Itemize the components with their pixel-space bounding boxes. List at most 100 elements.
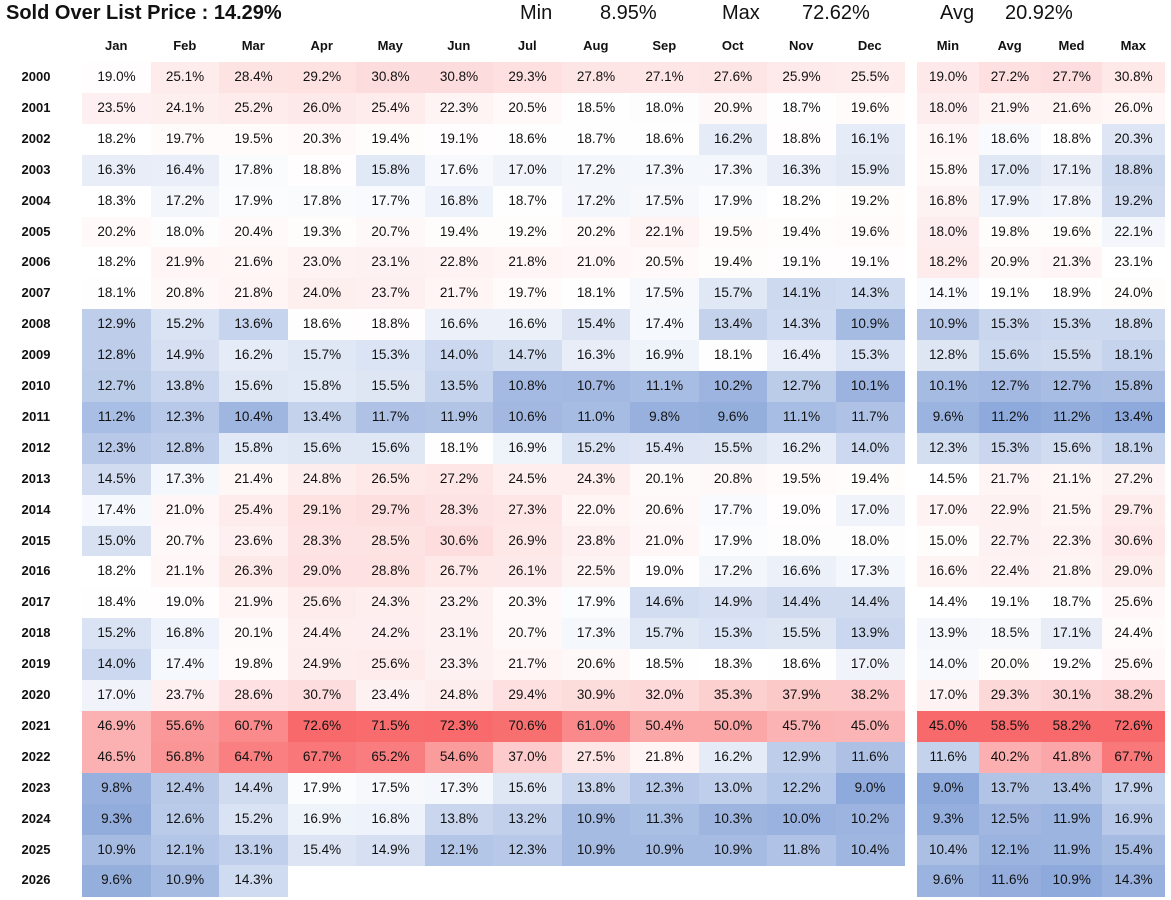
summary-cell: 25.6%: [1102, 649, 1165, 681]
heatmap-cell: 14.7%: [493, 340, 562, 372]
heatmap-cell: 12.9%: [82, 309, 151, 341]
heatmap-cell: 18.0%: [630, 92, 699, 125]
heatmap-cell: 20.5%: [493, 92, 562, 125]
heatmap-cell: 17.4%: [150, 649, 220, 681]
heatmap-cell: 20.8%: [698, 463, 768, 496]
summary-cell: 15.4%: [1102, 834, 1165, 866]
heatmap-cell: 12.7%: [82, 371, 151, 403]
heatmap-cell: 14.9%: [150, 340, 220, 372]
row-year: 2006: [21, 254, 51, 270]
summary-cell: 17.1%: [1040, 154, 1103, 187]
summary-cell: 41.8%: [1040, 741, 1103, 774]
heatmap-cell: 21.8%: [630, 741, 699, 774]
summary-cell: 72.6%: [1102, 710, 1165, 743]
summary-cell: 22.7%: [978, 525, 1042, 557]
row-year: 2015: [21, 532, 51, 548]
heatmap-cell: 15.6%: [287, 432, 357, 465]
heatmap-cell: 16.8%: [424, 185, 494, 217]
summary-cell: 22.3%: [1040, 525, 1103, 557]
summary-cell: 40.2%: [978, 741, 1042, 774]
heatmap-cell: 10.7%: [561, 371, 631, 403]
heatmap-cell: 17.9%: [287, 772, 357, 805]
heatmap-cell: 37.0%: [493, 741, 562, 774]
heatmap-cell: 13.8%: [561, 772, 631, 805]
heatmap-cell: 19.5%: [767, 463, 836, 496]
summary-cell: 24.4%: [1102, 618, 1165, 650]
heatmap-cell: 19.0%: [767, 494, 836, 526]
heatmap-cell: 17.5%: [630, 278, 699, 310]
heatmap-cell: 19.4%: [424, 216, 494, 248]
heatmap-cell: 15.2%: [219, 803, 288, 835]
heatmap-cell: 16.9%: [287, 803, 357, 835]
heatmap-cell: 18.5%: [561, 92, 631, 125]
heatmap-cell: 23.5%: [82, 92, 151, 125]
heatmap-cell: 17.8%: [287, 185, 357, 217]
summary-cell: 21.9%: [978, 92, 1042, 125]
summary-cell: 11.9%: [1040, 834, 1103, 866]
heatmap-cell: 27.1%: [630, 62, 699, 94]
summary-cell: 21.8%: [1040, 556, 1103, 588]
summary-header-med: Med: [1058, 38, 1085, 53]
heatmap-cell: 50.4%: [630, 710, 699, 743]
summary-cell: 11.9%: [1040, 803, 1103, 835]
heatmap-cell: 19.1%: [424, 123, 494, 156]
heatmap-cell: 17.9%: [219, 185, 288, 217]
heatmap-cell: 15.3%: [835, 340, 905, 372]
summary-cell: 13.4%: [1040, 772, 1103, 805]
heatmap-cell: 37.9%: [767, 680, 836, 712]
summary-cell: 15.5%: [1040, 340, 1103, 372]
heatmap-cell: 16.3%: [767, 154, 836, 187]
row-year: 2016: [21, 563, 51, 579]
heatmap-cell: 26.7%: [424, 556, 494, 588]
summary-cell: 30.6%: [1102, 525, 1165, 557]
heatmap-cell: 25.6%: [287, 587, 357, 619]
heatmap-cell: 10.0%: [767, 803, 836, 835]
heatmap-cell: 21.0%: [150, 494, 220, 526]
summary-cell: 45.0%: [917, 710, 980, 743]
heatmap-cell: 27.8%: [561, 62, 631, 94]
heatmap-cell: 14.4%: [835, 587, 905, 619]
summary-cell: 21.3%: [1040, 247, 1103, 279]
heatmap-cell: 26.0%: [287, 92, 357, 125]
summary-cell: 19.1%: [978, 587, 1042, 619]
summary-cell: 18.5%: [978, 618, 1042, 650]
heatmap-cell: 46.9%: [82, 710, 151, 743]
heatmap-cell: 12.3%: [493, 834, 562, 866]
heatmap-cell: 15.5%: [698, 432, 768, 465]
row-year: 2022: [21, 748, 51, 764]
heatmap-cell: 20.3%: [493, 587, 562, 619]
heatmap-cell: 18.4%: [82, 587, 151, 619]
heatmap-cell: 20.5%: [630, 247, 699, 279]
summary-cell: 18.8%: [1102, 309, 1165, 341]
heatmap-cell: 19.4%: [835, 463, 905, 496]
heatmap-cell: 10.6%: [493, 401, 562, 434]
heatmap-cell: 18.2%: [82, 123, 151, 156]
heatmap-cell: 10.9%: [630, 834, 699, 866]
heatmap-cell: 22.8%: [424, 247, 494, 279]
summary-cell: 29.3%: [978, 680, 1042, 712]
row-year: 2002: [21, 130, 51, 146]
heatmap-cell: 11.0%: [561, 401, 631, 434]
summary-cell: 10.4%: [917, 834, 980, 866]
summary-cell: 20.3%: [1102, 123, 1165, 156]
heatmap-cell: 19.4%: [356, 123, 425, 156]
heatmap-cell: 10.9%: [835, 309, 905, 341]
heatmap-cell: 21.9%: [150, 247, 220, 279]
heatmap-cell: 60.7%: [219, 710, 288, 743]
heatmap-cell: 13.0%: [698, 772, 768, 805]
heatmap-cell: 20.3%: [287, 123, 357, 156]
heatmap-cell: 14.9%: [356, 834, 425, 866]
summary-cell: 67.7%: [1102, 741, 1165, 774]
heatmap-cell: 28.5%: [356, 525, 425, 557]
column-header-oct: Oct: [721, 38, 744, 53]
row-year: 2019: [21, 656, 51, 672]
heatmap-cell: 56.8%: [150, 741, 220, 774]
heatmap-cell: 24.8%: [287, 463, 357, 496]
summary-cell: 25.6%: [1102, 587, 1165, 619]
heatmap-cell: 10.4%: [835, 834, 905, 866]
summary-cell: 12.3%: [917, 432, 980, 465]
heatmap-cell: 16.4%: [767, 340, 836, 372]
summary-cell: 15.3%: [978, 432, 1042, 465]
heatmap-cell: 15.3%: [698, 618, 768, 650]
heatmap-cell: 15.2%: [561, 432, 631, 465]
